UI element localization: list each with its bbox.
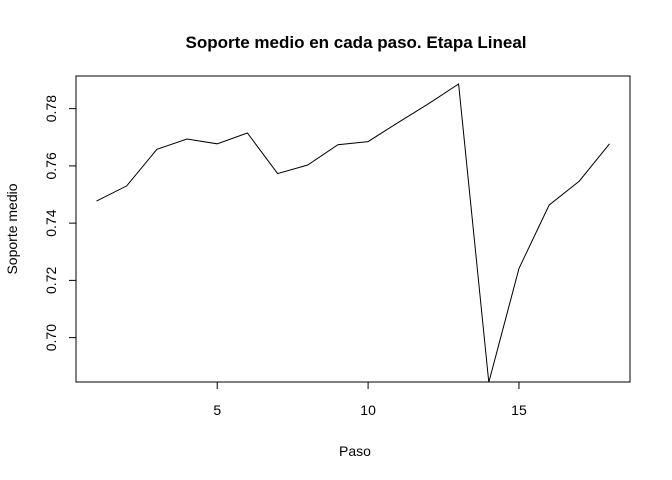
y-tick-label: 0.78 [43,95,59,122]
y-axis: 0.70 0.72 0.74 0.76 0.78 [43,95,77,351]
x-axis-label: Paso [339,443,371,459]
x-tick-label: 10 [360,402,376,418]
y-tick-label: 0.74 [43,209,59,236]
x-tick-label: 5 [213,402,221,418]
series-line [96,83,610,383]
x-axis: 5 10 15 [213,381,527,418]
series-group [96,83,610,383]
y-tick-label: 0.76 [43,152,59,179]
y-tick-label: 0.72 [43,267,59,294]
plot-frame [75,75,631,383]
x-tick-label: 15 [511,402,527,418]
y-tick-label: 0.70 [43,324,59,351]
y-axis-label: Soporte medio [4,183,20,274]
chart-title: Soporte medio en cada paso. Etapa Lineal [185,33,526,52]
